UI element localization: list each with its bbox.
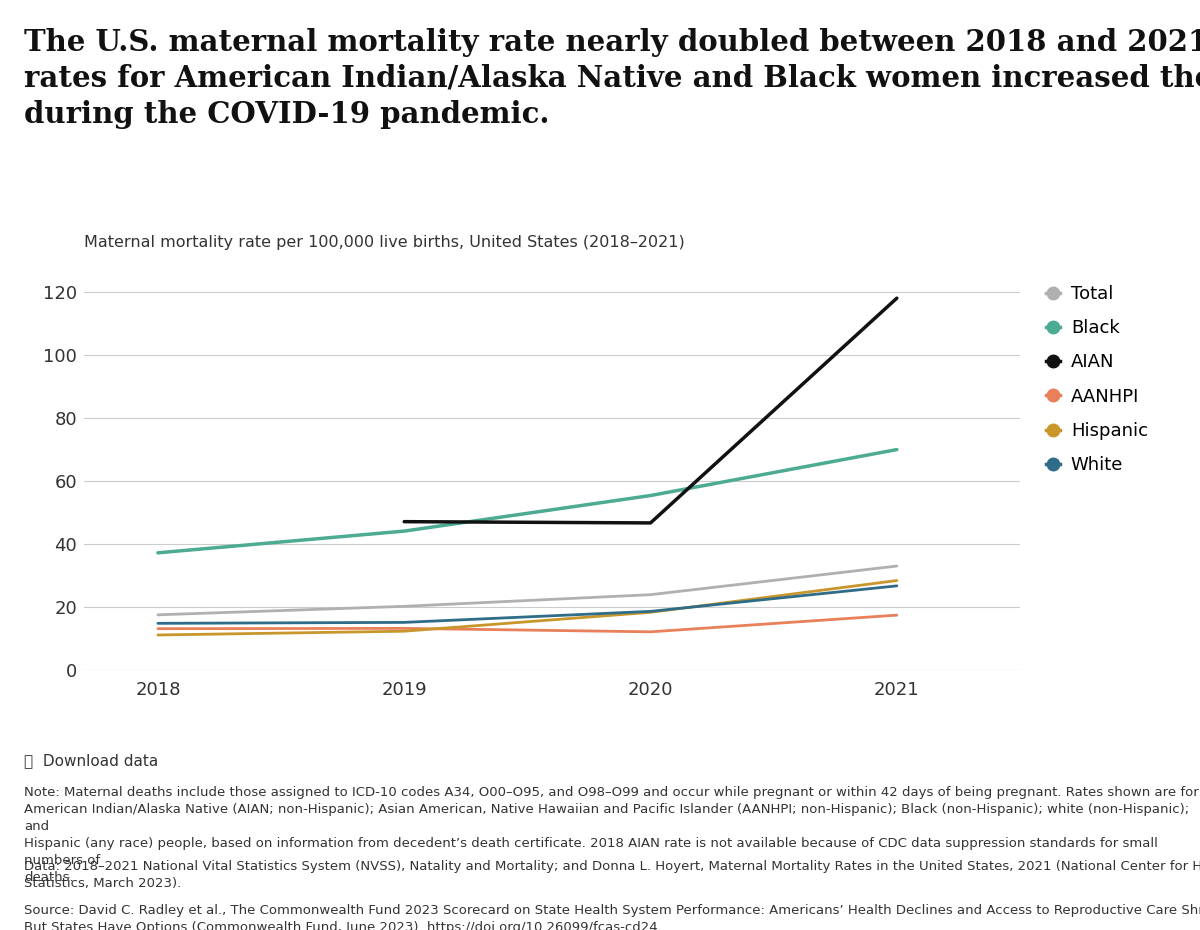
Text: Data: 2018–2021 National Vital Statistics System (NVSS), Natality and Mortality;: Data: 2018–2021 National Vital Statistic… bbox=[24, 860, 1200, 890]
Text: Source: David C. Radley et al., The Commonwealth Fund 2023 Scorecard on State He: Source: David C. Radley et al., The Comm… bbox=[24, 904, 1200, 930]
Text: Maternal mortality rate per 100,000 live births, United States (2018–2021): Maternal mortality rate per 100,000 live… bbox=[84, 234, 685, 249]
Legend: Total, Black, AIAN, AANHPI, Hispanic, White: Total, Black, AIAN, AANHPI, Hispanic, Wh… bbox=[1038, 278, 1156, 482]
Text: Note: Maternal deaths include those assigned to ICD-10 codes A34, O00–O95, and O: Note: Maternal deaths include those assi… bbox=[24, 786, 1199, 884]
Text: ⤓  Download data: ⤓ Download data bbox=[24, 753, 158, 768]
Text: The U.S. maternal mortality rate nearly doubled between 2018 and 2021, and
rates: The U.S. maternal mortality rate nearly … bbox=[24, 28, 1200, 128]
